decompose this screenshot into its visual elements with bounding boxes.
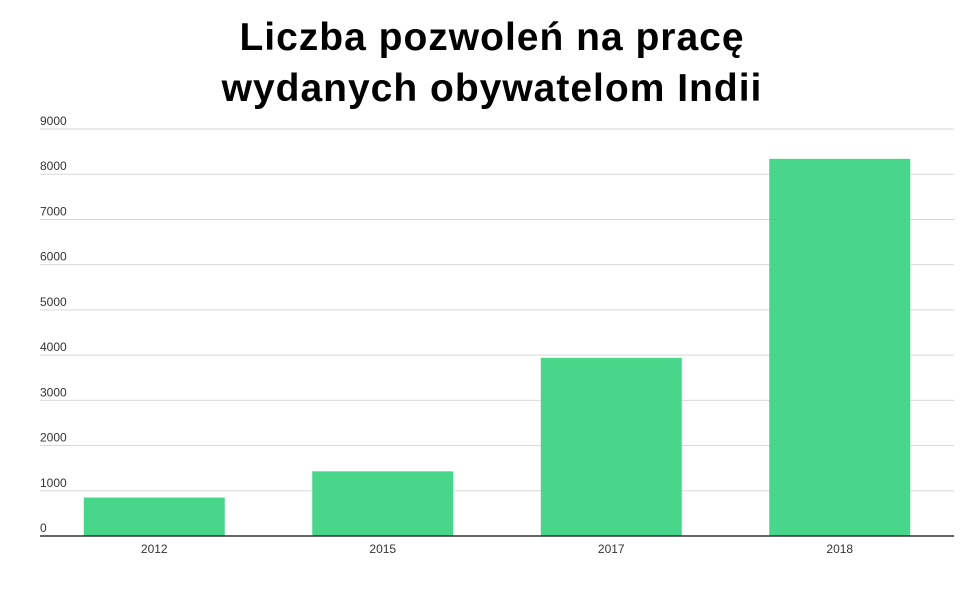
x-tick-label-2017: 2017 [598, 542, 625, 556]
y-tick-label: 7000 [40, 204, 67, 218]
y-tick-label: 6000 [40, 250, 67, 264]
x-tick-label-2018: 2018 [826, 542, 853, 556]
y-tick-label: 2000 [40, 431, 67, 445]
y-tick-label: 8000 [40, 159, 67, 173]
x-tick-label-2012: 2012 [141, 542, 168, 556]
y-tick-label: 1000 [40, 476, 67, 490]
y-tick-label: 9000 [40, 114, 67, 128]
y-tick-label: 4000 [40, 340, 67, 354]
bar-2017 [540, 357, 682, 536]
y-tick-label: 5000 [40, 295, 67, 309]
y-axis-tick-labels: 0 1000 2000 3000 4000 5000 6000 7000 8000 9000 [40, 114, 67, 535]
chart-title: Liczba pozwoleń na pracę wydanych obywat… [0, 12, 980, 114]
bars [83, 158, 911, 536]
y-tick-label: 3000 [40, 385, 67, 399]
bar-2012 [83, 497, 225, 536]
chart-title-line-1: Liczba pozwoleń na pracę [239, 16, 745, 59]
y-tick-label: 0 [40, 521, 47, 535]
x-axis-tick-labels: 2012 2015 2017 2018 [141, 542, 854, 556]
bar-2015 [312, 471, 454, 536]
bar-2018 [769, 158, 911, 536]
chart-title-line-2: wydanych obywatelom Indii [221, 67, 763, 110]
x-tick-label-2015: 2015 [369, 542, 396, 556]
